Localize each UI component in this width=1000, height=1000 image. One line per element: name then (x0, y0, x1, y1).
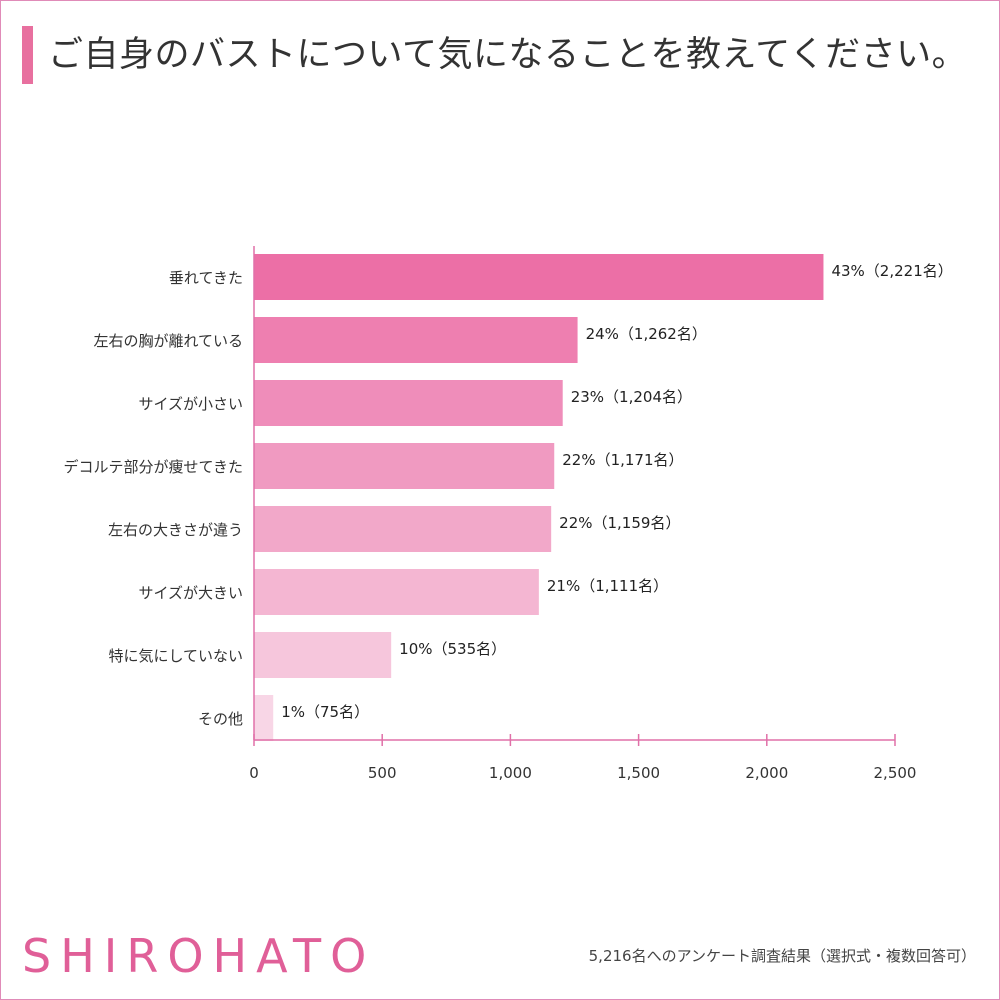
value-label: 10%（535名） (399, 640, 506, 658)
x-tick-label: 2,000 (745, 764, 788, 782)
category-label: その他 (198, 710, 243, 728)
value-label: 43%（2,221名） (831, 262, 952, 280)
category-label: 左右の胸が離れている (93, 332, 243, 350)
x-tick-label: 1,000 (489, 764, 532, 782)
category-label: 垂れてきた (169, 269, 243, 287)
x-tick-label: 1,500 (617, 764, 660, 782)
x-tick-label: 500 (368, 764, 397, 782)
bar (254, 695, 274, 741)
category-label: サイズが大きい (138, 584, 243, 602)
x-tick-label: 2,500 (874, 764, 917, 782)
bar (254, 380, 563, 426)
value-label: 21%（1,111名） (547, 577, 668, 595)
bar (254, 317, 578, 363)
x-tick-label: 0 (249, 764, 259, 782)
category-label: 特に気にしていない (108, 647, 243, 665)
category-label: デコルテ部分が痩せてきた (63, 458, 243, 476)
value-label: 1%（75名） (281, 703, 369, 721)
value-label: 24%（1,262名） (586, 325, 707, 343)
bar (254, 569, 539, 615)
brand-logo-text: SHIROHATO (22, 929, 376, 983)
value-label: 22%（1,171名） (562, 451, 683, 469)
bar (254, 443, 555, 489)
value-label: 22%（1,159名） (559, 514, 680, 532)
chart-title: ご自身のバストについて気になることを教えてください。 (48, 35, 968, 75)
value-label: 23%（1,204名） (571, 388, 692, 406)
category-label: 左右の大きさが違う (108, 521, 243, 539)
title-accent-bar (22, 26, 33, 84)
survey-footnote: 5,216名へのアンケート調査結果（選択式・複数回答可） (588, 947, 976, 965)
bar (254, 632, 392, 678)
category-label: サイズが小さい (138, 395, 243, 413)
bar (254, 506, 552, 552)
bar (254, 254, 824, 300)
